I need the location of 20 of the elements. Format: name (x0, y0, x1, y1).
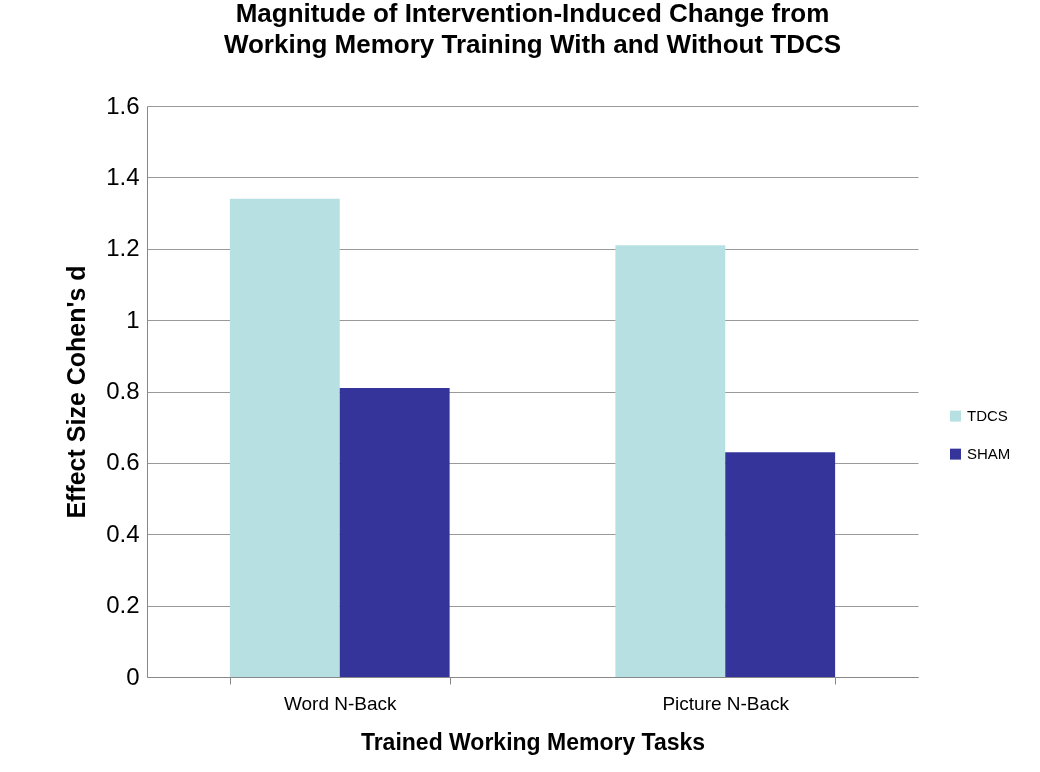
y-tick-label: 1 (126, 305, 140, 333)
x-tick-label: Picture N-Back (662, 692, 790, 714)
bar (339, 387, 450, 677)
x-tick-label: Word N-Back (283, 692, 398, 714)
y-tick-label: 0.4 (106, 519, 140, 547)
y-tick-label: 1.4 (106, 162, 140, 190)
y-tick-label: 0 (126, 662, 140, 690)
y-tick-label: 0.8 (106, 377, 140, 404)
y-tick-label: 1.2 (106, 234, 140, 262)
chart-title: Magnitude of Intervention-Induced Change from Working Memory Training With and Without TDCS (223, 0, 842, 59)
legend-label: TDCS (967, 407, 1008, 425)
x-axis-title: Trained Working Memory Tasks (360, 728, 706, 755)
y-tick-label: 0.6 (106, 448, 140, 476)
legend-label: SHAM (967, 445, 1011, 463)
y-tick-label: 0.2 (106, 591, 140, 619)
y-tick-label: 1.6 (106, 91, 140, 119)
bar (725, 452, 836, 677)
bar (615, 245, 726, 677)
bar (229, 198, 340, 677)
y-axis-title: Effect Size Cohen's d (62, 265, 91, 519)
